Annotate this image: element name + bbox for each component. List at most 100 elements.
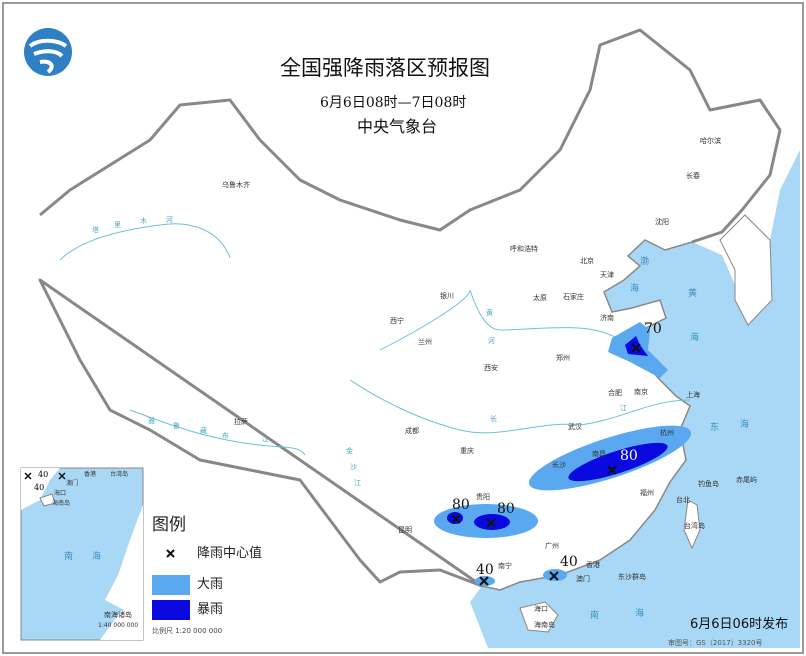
sea-label: 海 [635,609,645,619]
city-label: 澳门 [576,575,590,583]
river-label: 江 [262,435,269,443]
city-label: 南昌 [592,450,606,458]
city-label: 上海 [686,391,700,399]
sea-label: 黄 [688,289,698,299]
city-label: 香港 [586,561,600,569]
city-label: 合肥 [608,389,622,397]
legend-heavy-rain-swatch [152,575,190,595]
city-label: 北京 [580,257,594,265]
island-label: 东沙群岛 [618,573,646,581]
island-label: 海南岛 [534,621,555,629]
city-label: 西安 [484,364,498,372]
x-mark-icon [549,571,559,581]
inset-title: 南海诸岛 [104,611,132,619]
island-label: 钓鱼岛 [698,480,719,488]
river-label: 里 [114,221,121,229]
inset-south-china-sea [20,467,144,641]
inset-label: 澳门 [66,480,79,487]
city-label: 呼和浩特 [510,245,538,253]
x-mark-icon [631,343,641,353]
city-label: 贵阳 [476,493,490,501]
river-label: 沙 [350,463,357,471]
city-label: 兰州 [418,338,432,346]
sea-area [470,150,800,648]
city-label: 海口 [534,605,548,613]
city-label: 郑州 [556,354,570,362]
city-label: 乌鲁木齐 [222,181,250,189]
scale-label: 比例尺 1:20 000 000 [152,627,223,635]
river-label: 塔 [92,226,99,234]
approval-number: 审图号：GS（2017）3320号 [668,639,763,647]
x-mark-icon [486,518,496,528]
island-label: 赤尾屿 [736,476,757,484]
city-label: 哈尔滨 [700,137,721,145]
city-label: 太原 [533,294,547,302]
city-label: 杭州 [660,429,674,437]
island-label: 台湾岛 [684,522,705,530]
taiwan-island [683,499,701,550]
china-border [38,28,782,588]
rainstorm-shandong [625,336,648,356]
sea-label: 东 [710,423,720,433]
rain-value: 80 [620,448,638,464]
river-label: 木 [140,217,147,225]
rain-value: 80 [497,501,515,517]
legend-title: 图例 [152,515,186,535]
inset-scale: 1:40 000 000 [98,622,139,629]
city-label: 沈阳 [655,218,669,226]
city-label: 长沙 [552,461,566,469]
city-label: 福州 [640,489,654,497]
city-label: 武汉 [568,423,582,431]
city-label: 西宁 [390,317,404,325]
korea-peninsula [719,214,773,326]
city-label: 南京 [634,388,648,396]
city-label: 昆明 [398,526,412,534]
inset-label: 海口 [54,490,67,497]
map-title: 全国强降雨落区预报图 [280,56,490,80]
river-label: 河 [166,216,173,224]
hainan-island [519,601,559,633]
rain-value: 40 [560,554,578,570]
cma-logo [24,28,72,76]
city-label: 重庆 [460,447,474,455]
city-label: 石家庄 [563,293,584,301]
rainstorm-jiangnan [568,442,668,482]
rain-value: 70 [644,321,662,337]
inset-sea-label: 南 [64,552,74,562]
city-label: 长春 [686,172,700,180]
legend-label-heavy-rain: 大雨 [197,577,224,592]
x-mark-icon [479,576,489,586]
legend-swatches [152,549,190,620]
river-label: 鲁 [173,422,180,430]
rain-center-markers [451,343,641,586]
river-label: 黄 [486,309,493,317]
issue-time: 6月6日06时发布 [690,617,789,632]
x-mark-icon [24,472,32,480]
legend-label-rain-center: 降雨中心值 [197,546,263,561]
inset-rain-value: 40 [38,470,49,479]
river-label: 河 [488,337,495,345]
inset-label: 海南岛 [52,500,71,507]
x-mark-icon [58,472,66,480]
city-label: 南宁 [498,562,512,570]
city-label: 济南 [600,314,614,322]
x-mark-icon [451,514,461,524]
river-label: 江 [354,479,361,487]
inset-label: 香港 [84,471,97,478]
city-label: 成都 [405,427,419,435]
city-label: 拉萨 [234,418,248,426]
forecast-period: 6月6日08时—7日08时 [320,95,467,111]
city-label: 广州 [545,542,559,550]
city-label: 天津 [600,271,614,279]
inset-rain-value: 40 [34,483,45,492]
city-label: 台北 [676,496,690,504]
x-mark-icon [607,465,617,475]
river-label: 江 [620,404,627,412]
river-label: 雅 [148,417,155,425]
rivers [59,223,691,456]
rain-value: 40 [476,562,494,578]
sea-label: 海 [690,333,700,343]
